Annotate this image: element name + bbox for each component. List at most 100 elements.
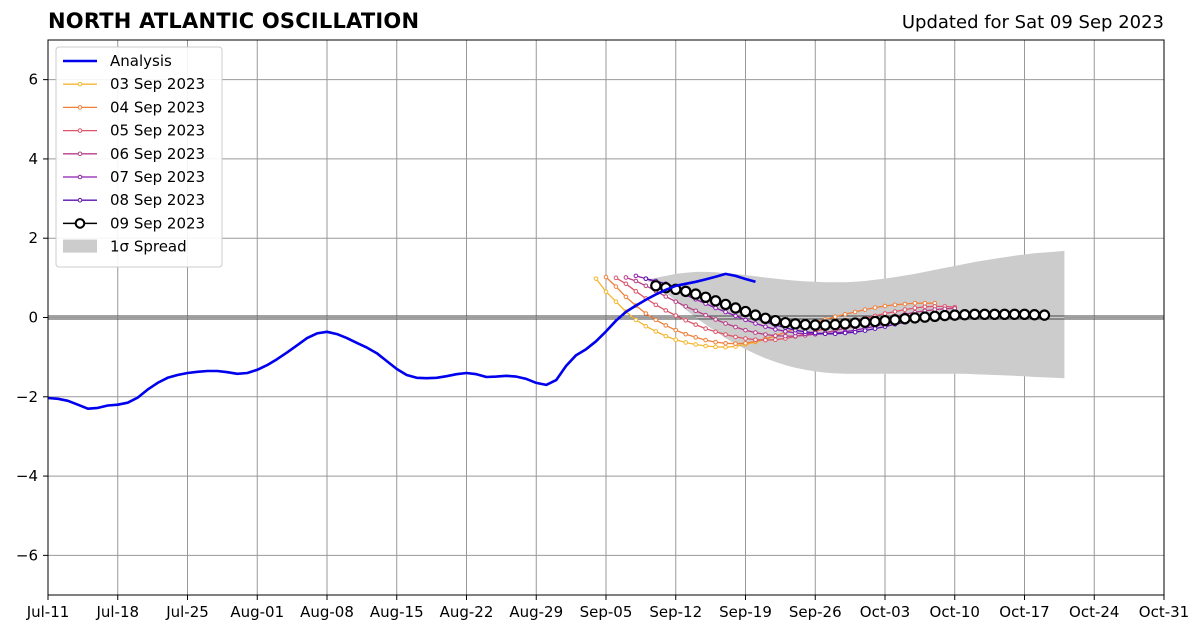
forecast-line xyxy=(625,276,955,337)
forecast-point xyxy=(769,314,782,327)
forecast-point xyxy=(663,308,669,313)
x-tick-label: Oct-10 xyxy=(930,603,980,621)
forecast-point xyxy=(779,316,792,329)
forecast-point xyxy=(680,285,692,298)
forecast-point xyxy=(852,329,858,335)
forecast-point xyxy=(882,303,888,309)
legend: Analysis 03 Sep 2023 04 Sep 2023 05 Sep 202… xyxy=(55,46,223,268)
y-tick-label: −6 xyxy=(16,546,38,564)
forecast-point xyxy=(892,302,898,308)
forecast-point xyxy=(719,298,732,311)
forecast-point xyxy=(842,312,848,317)
x-tick-label: Oct-31 xyxy=(1139,603,1189,621)
chart-title: NORTH ATLANTIC OSCILLATION xyxy=(48,9,420,33)
forecast-point xyxy=(723,309,728,315)
forecast-point xyxy=(852,309,858,315)
forecast-point xyxy=(643,276,649,281)
forecast-point xyxy=(912,305,918,311)
forecast-point xyxy=(832,331,838,337)
forecast-point xyxy=(959,309,971,321)
y-tick-label: 4 xyxy=(28,150,38,168)
forecast-point xyxy=(822,331,828,337)
forecast-point xyxy=(789,318,802,330)
forecast-point xyxy=(968,308,981,321)
x-tick-label: Sep-12 xyxy=(649,603,702,621)
y-tick-label: −4 xyxy=(16,467,38,485)
updated-date: Updated for Sat 09 Sep 2023 xyxy=(901,12,1164,33)
forecast-point xyxy=(683,331,689,337)
legend-marker xyxy=(77,128,83,133)
forecast-point xyxy=(872,305,878,310)
forecast-point xyxy=(733,313,738,319)
forecast-point xyxy=(703,326,708,331)
x-tick-label: Sep-05 xyxy=(580,603,633,621)
axis-ticks: Jul-11 Jul-18 Jul-25 Aug-01 Aug-08 Aug-15 Aug-… xyxy=(16,71,1189,621)
forecast-point xyxy=(743,336,748,341)
forecast-point xyxy=(613,299,619,304)
forecast-point xyxy=(939,309,951,322)
forecast-point xyxy=(832,314,838,320)
forecast-point xyxy=(603,274,609,280)
forecast-point xyxy=(713,344,718,350)
forecast-point xyxy=(783,333,788,339)
forecast-point xyxy=(812,330,818,336)
legend-label: 05 Sep 2023 xyxy=(110,122,205,140)
forecast-point xyxy=(693,308,698,314)
x-tick-label: Aug-15 xyxy=(370,603,424,621)
forecast-point xyxy=(872,326,878,331)
y-tick-label: −2 xyxy=(16,388,38,406)
forecast-point xyxy=(919,311,931,323)
x-tick-label: Aug-22 xyxy=(440,603,494,621)
forecast-point xyxy=(783,329,788,334)
forecast-point xyxy=(773,337,778,343)
forecast-point xyxy=(653,317,659,323)
forecast-point xyxy=(713,329,718,335)
forecast-point xyxy=(673,313,679,318)
legend-marker xyxy=(77,197,83,203)
forecast-point xyxy=(1018,308,1031,321)
forecast-point xyxy=(743,327,748,333)
legend-label: 09 Sep 2023 xyxy=(110,214,205,232)
forecast-point xyxy=(663,323,669,328)
forecast-point xyxy=(802,329,808,335)
forecast-point xyxy=(912,300,918,306)
forecast-point xyxy=(1008,308,1021,321)
forecast-point xyxy=(859,316,871,328)
forecast-point xyxy=(699,291,712,303)
forecast-point xyxy=(723,340,728,346)
forecast-point xyxy=(643,323,649,329)
forecast-point xyxy=(643,311,649,316)
x-tick-label: Jul-11 xyxy=(26,603,70,621)
forecast-point xyxy=(839,318,851,330)
forecast-point xyxy=(693,322,698,327)
legend-entry: 08 Sep 2023 xyxy=(63,191,205,209)
forecast-point xyxy=(723,332,728,337)
forecast-point xyxy=(753,321,758,326)
forecast-point xyxy=(623,294,629,300)
forecast-point xyxy=(603,289,609,295)
legend-entry: 04 Sep 2023 xyxy=(63,98,205,116)
forecast-point xyxy=(862,328,868,333)
forecast-point xyxy=(739,305,752,318)
forecast-point xyxy=(653,329,659,334)
x-tick-label: Sep-26 xyxy=(789,603,842,621)
forecast-point xyxy=(683,317,689,323)
forecast-point xyxy=(889,314,901,326)
spread-area xyxy=(645,250,1065,379)
forecast-point xyxy=(693,342,698,347)
forecast-point xyxy=(842,330,848,336)
legend-marker xyxy=(77,174,83,180)
legend-marker xyxy=(77,151,83,157)
x-tick-label: Oct-24 xyxy=(1069,603,1119,621)
forecast-point xyxy=(882,311,888,316)
forecast-point xyxy=(593,276,599,281)
forecast-point xyxy=(703,337,708,343)
forecast-lines xyxy=(593,273,1051,350)
forecast-point xyxy=(862,307,868,312)
forecast-point xyxy=(1038,309,1051,321)
forecast-point xyxy=(673,299,679,304)
forecast-point xyxy=(713,317,718,322)
legend-label: 04 Sep 2023 xyxy=(110,98,205,116)
legend-swatch xyxy=(63,239,97,253)
legend-label: 06 Sep 2023 xyxy=(110,145,205,163)
